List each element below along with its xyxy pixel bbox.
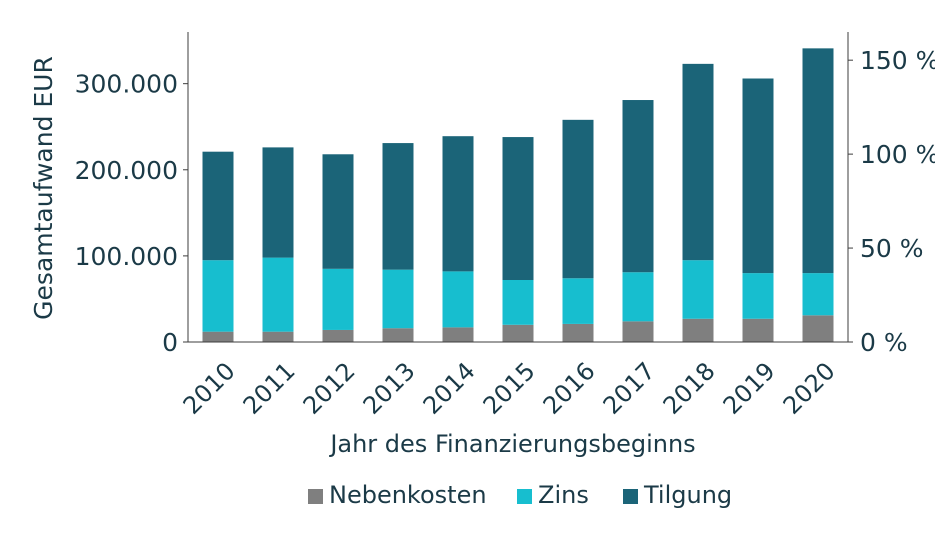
y-axis-label: Gesamtaufwand EUR — [29, 56, 58, 320]
bar-nebenkosten-2010 — [202, 331, 234, 342]
x-tick-label-2015: 2015 — [478, 357, 541, 420]
y2-tick-label-2: 100 % — [860, 140, 935, 169]
bar-nebenkosten-2016 — [562, 323, 594, 342]
bar-nebenkosten-2013 — [382, 328, 414, 342]
bar-tilgung-2012 — [322, 154, 354, 269]
bar-nebenkosten-2019 — [742, 318, 774, 342]
bar-nebenkosten-2011 — [262, 331, 294, 342]
bar-tilgung-2011 — [262, 147, 294, 258]
x-tick-label-2017: 2017 — [598, 357, 661, 420]
legend-swatch-nebenkosten — [308, 489, 323, 504]
x-tick-label-2013: 2013 — [358, 357, 421, 420]
bar-tilgung-2016 — [562, 119, 594, 279]
x-tick-label-2018: 2018 — [658, 357, 721, 420]
y-tick-label-1: 100.000 — [75, 242, 178, 271]
bar-tilgung-2020 — [802, 48, 834, 274]
legend-label-nebenkosten: Nebenkosten — [329, 481, 487, 509]
bar-tilgung-2014 — [442, 136, 474, 272]
legend-swatch-zins — [517, 489, 532, 504]
bar-tilgung-2017 — [622, 100, 654, 273]
x-tick-label-2016: 2016 — [538, 357, 601, 420]
bars-group — [202, 48, 834, 342]
bar-zins-2017 — [622, 272, 654, 322]
legend-label-tilgung: Tilgung — [643, 481, 732, 509]
bar-zins-2012 — [322, 268, 354, 330]
y-tick-label-3: 300.000 — [75, 70, 178, 99]
y2-tick-label-3: 150 % — [860, 46, 935, 75]
x-axis-label: Jahr des Finanzierungsbeginns — [328, 430, 695, 458]
bar-tilgung-2013 — [382, 143, 414, 270]
bar-zins-2016 — [562, 278, 594, 324]
x-tick-label-2020: 2020 — [778, 357, 841, 420]
y-tick-label-0: 0 — [162, 328, 178, 357]
bar-nebenkosten-2015 — [502, 324, 534, 342]
bar-zins-2011 — [262, 257, 294, 332]
y-tick-label-2: 200.000 — [75, 156, 178, 185]
bar-tilgung-2015 — [502, 137, 534, 280]
legend-swatch-tilgung — [623, 489, 638, 504]
bar-zins-2013 — [382, 269, 414, 329]
bar-zins-2020 — [802, 273, 834, 316]
bar-nebenkosten-2020 — [802, 315, 834, 342]
bar-nebenkosten-2014 — [442, 327, 474, 342]
bar-zins-2010 — [202, 260, 234, 332]
y2-tick-label-1: 50 % — [860, 234, 924, 263]
bar-nebenkosten-2017 — [622, 321, 654, 342]
bar-tilgung-2010 — [202, 151, 234, 261]
y2-tick-label-0: 0 % — [860, 328, 908, 357]
bar-nebenkosten-2018 — [682, 318, 714, 342]
x-tick-label-2019: 2019 — [718, 357, 781, 420]
legend: Nebenkosten Zins Tilgung — [308, 481, 732, 509]
x-tick-label-2010: 2010 — [178, 357, 241, 420]
x-tick-label-2014: 2014 — [418, 357, 481, 420]
bar-tilgung-2018 — [682, 63, 714, 261]
bar-nebenkosten-2012 — [322, 329, 354, 342]
legend-label-zins: Zins — [538, 481, 589, 509]
x-tick-label-2011: 2011 — [238, 357, 301, 420]
bar-tilgung-2019 — [742, 78, 774, 274]
bar-zins-2018 — [682, 260, 714, 319]
bar-zins-2014 — [442, 271, 474, 328]
bar-zins-2019 — [742, 273, 774, 319]
bar-zins-2015 — [502, 280, 534, 325]
x-tick-label-2012: 2012 — [298, 357, 361, 420]
